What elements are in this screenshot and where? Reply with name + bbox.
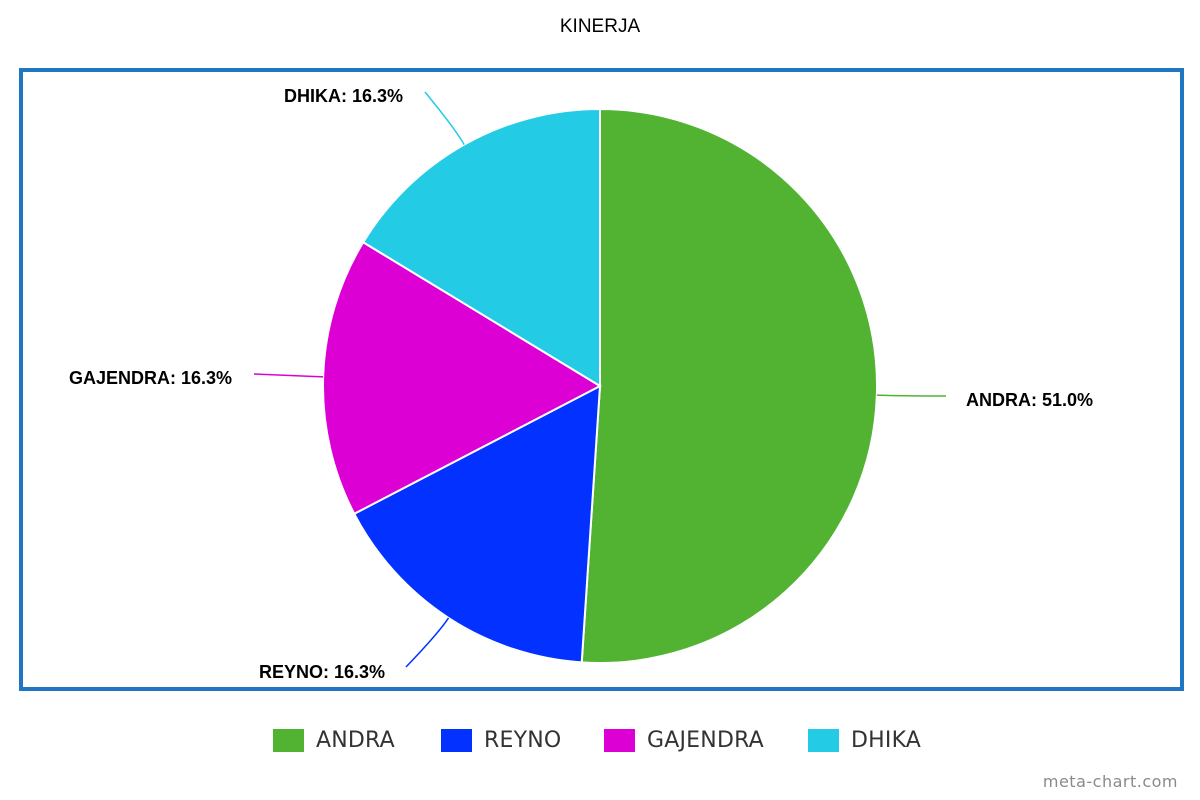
legend-item-andra[interactable]: ANDRA [273, 722, 395, 758]
pie-slice-gajendra[interactable] [322, 240, 603, 516]
legend-label: REYNO [484, 727, 562, 753]
legend: ANDRA REYNO GAJENDRA DHIKA [0, 722, 1200, 758]
watermark: meta-chart.com [1042, 772, 1178, 791]
connector-andra [876, 394, 947, 397]
slice-labels: ANDRA: 51.0% REYNO: 16.3% GAJENDRA: 16.3% D… [69, 86, 1093, 682]
legend-swatch [441, 728, 472, 752]
pie-slices [322, 107, 878, 664]
chart-frame [19, 68, 1184, 691]
pie-slice-andra[interactable] [580, 107, 878, 664]
chart-title: KINERJA [559, 16, 641, 37]
slice-label-reyno: REYNO: 16.3% [259, 662, 385, 682]
legend-label: DHIKA [851, 727, 922, 753]
connector-dhika [424, 91, 465, 145]
pie-slice-reyno[interactable] [352, 384, 602, 664]
connector-reyno [405, 617, 450, 668]
legend-label: ANDRA [316, 727, 395, 753]
legend-item-gajendra[interactable]: GAJENDRA [604, 722, 764, 758]
legend-label: GAJENDRA [647, 727, 764, 753]
legend-item-reyno[interactable]: REYNO [441, 722, 561, 758]
label-connectors [253, 91, 947, 668]
legend-swatch [604, 728, 635, 752]
connector-gajendra [253, 373, 324, 378]
legend-item-dhika[interactable]: DHIKA [808, 722, 921, 758]
legend-swatch [808, 728, 839, 752]
slice-label-gajendra: GAJENDRA: 16.3% [69, 368, 232, 388]
slice-label-dhika: DHIKA: 16.3% [284, 86, 403, 106]
legend-swatch [273, 728, 304, 752]
slice-label-andra: ANDRA: 51.0% [966, 390, 1093, 410]
pie-slice-dhika[interactable] [361, 107, 601, 388]
